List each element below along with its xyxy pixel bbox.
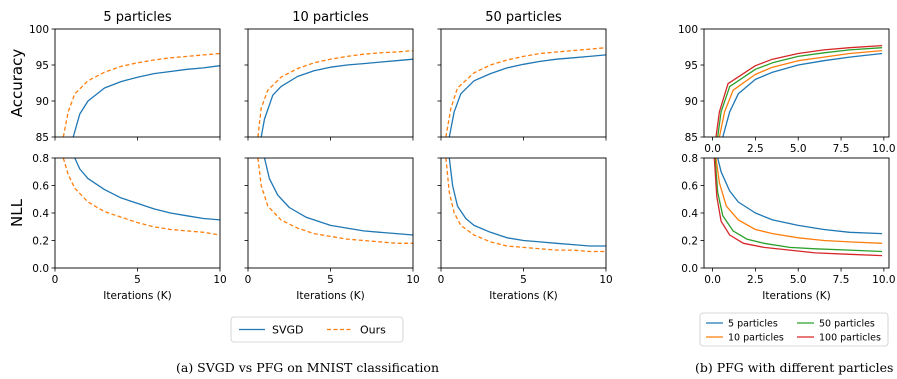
panel-2-title: 10 particles — [292, 10, 369, 25]
legend-a-label-ours: Ours — [360, 324, 386, 337]
caption-a: (a) SVGD vs PFG on MNIST classification — [176, 360, 440, 375]
panel-5-ytick-label-0-6: 0.6 — [32, 180, 49, 192]
panel-7-xtick-label-10: 10 — [599, 274, 612, 286]
panel-8-ytick-label-0: 0.0 — [681, 263, 698, 275]
panel-2-frame — [247, 28, 414, 138]
legend-b-label-10-particles: 10 particles — [728, 333, 784, 344]
panel-4-ytick-label-95: 95 — [685, 60, 698, 72]
legend-b-box — [699, 312, 889, 347]
panel-3-title: 50 particles — [485, 10, 562, 25]
panel-7-series-ours-line — [445, 158, 606, 253]
panel-5-xtick-label-5: 5 — [134, 274, 141, 286]
panel-5-ylabel: NLL — [8, 198, 26, 227]
panel-1-series-svgd-line — [72, 65, 220, 137]
panel-4-series-10-particles-line — [718, 49, 883, 137]
panel-6-series-ours-line — [257, 158, 413, 244]
panel-5-ytick-label-0-2: 0.2 — [32, 235, 49, 247]
panel-5-series-ours-line — [62, 158, 220, 236]
panel-7-xtick-label-0: 0 — [438, 274, 445, 286]
panel-1-ytick-label-95: 95 — [36, 60, 49, 72]
panel-6-xtick-label-0: 0 — [245, 274, 252, 286]
legend-a-box — [230, 316, 404, 343]
panel-4-xtick-label-10: 10.0 — [872, 143, 895, 155]
panel-8-xtick-label-10: 10.0 — [872, 274, 895, 286]
panel-4-ytick-label-100: 100 — [678, 24, 698, 36]
panel-4-ytick-label-90: 90 — [685, 96, 698, 108]
caption-b: (b) PFG with different particles — [695, 360, 894, 375]
panel-8-xtick-label-7-5: 7.5 — [833, 274, 850, 286]
panel-8-xlabel: Iterations (K) — [762, 290, 830, 302]
panel-1-ytick-label-90: 90 — [36, 96, 49, 108]
panel-1-ylabel: Accuracy — [8, 49, 26, 118]
panel-7-xlabel: Iterations (K) — [489, 290, 557, 302]
legend-b-label-50-particles: 50 particles — [819, 319, 875, 330]
panel-4-series-50-particles-line — [717, 47, 883, 137]
panel-8-ytick-label-0-8: 0.8 — [681, 153, 698, 165]
panel-5-frame — [54, 157, 221, 269]
panel-4-xtick-label-0: 0.0 — [704, 143, 721, 155]
panel-1-frame — [54, 28, 221, 138]
panel-5-ytick-label-0-8: 0.8 — [32, 153, 49, 165]
panel-4-xtick-label-5: 5.0 — [790, 143, 807, 155]
panel-8-ytick-label-0-6: 0.6 — [681, 180, 698, 192]
panel-8-xtick-label-2-5: 2.5 — [747, 274, 764, 286]
panel-8-frame — [703, 157, 890, 269]
panel-8-xtick-label-0: 0.0 — [704, 274, 721, 286]
panel-5-xlabel: Iterations (K) — [103, 290, 171, 302]
panel-8-xtick-label-5: 5.0 — [790, 274, 807, 286]
panel-6-xtick-label-10: 10 — [406, 274, 419, 286]
panel-5-xtick-label-0: 0 — [52, 274, 59, 286]
panel-5-ytick-label-0-4: 0.4 — [32, 208, 49, 220]
panel-6-xlabel: Iterations (K) — [296, 290, 364, 302]
panel-8-series-5-particles-line — [717, 158, 883, 235]
panel-1-ytick-label-100: 100 — [29, 24, 49, 36]
panel-4-series-5-particles-line — [722, 52, 883, 137]
panel-6-xtick-label-5: 5 — [327, 274, 334, 286]
panel-7-xtick-label-5: 5 — [520, 274, 527, 286]
panel-3-frame — [440, 28, 607, 138]
panel-5-xtick-label-10: 10 — [213, 274, 226, 286]
panel-4-frame — [703, 28, 890, 138]
panel-7-frame — [440, 157, 607, 269]
panel-4-series-100-particles-line — [715, 44, 883, 137]
panel-7-series-svgd-line — [448, 158, 606, 247]
panel-6-series-svgd-line — [263, 158, 413, 236]
panel-6-frame — [247, 157, 414, 269]
legend-b-label-100-particles: 100 particles — [819, 333, 881, 344]
panel-1-series-ours-line — [62, 52, 220, 137]
panel-2-series-svgd-line — [260, 58, 413, 137]
panel-8-ytick-label-0-2: 0.2 — [681, 235, 698, 247]
panel-8-series-10-particles-line — [715, 158, 883, 244]
panel-1-title: 5 particles — [103, 10, 171, 25]
panel-4-ytick-label-85: 85 — [685, 132, 698, 144]
panel-8-ytick-label-0-4: 0.4 — [681, 208, 698, 220]
panel-4-xtick-label-2-5: 2.5 — [747, 143, 764, 155]
legend-b-label-5-particles: 5 particles — [728, 319, 778, 330]
panel-8-series-100-particles-line — [713, 158, 883, 257]
panel-8-series-50-particles-line — [714, 158, 883, 253]
panel-1-ytick-label-85: 85 — [36, 132, 49, 144]
panel-5-series-svgd-line — [74, 158, 220, 221]
panel-3-series-svgd-line — [448, 54, 606, 137]
panel-3-series-ours-line — [445, 47, 606, 137]
panel-2-series-ours-line — [257, 49, 413, 137]
legend-a-label-svgd: SVGD — [272, 324, 304, 337]
panel-4-xtick-label-7-5: 7.5 — [833, 143, 850, 155]
panel-5-ytick-label-0: 0.0 — [32, 263, 49, 275]
